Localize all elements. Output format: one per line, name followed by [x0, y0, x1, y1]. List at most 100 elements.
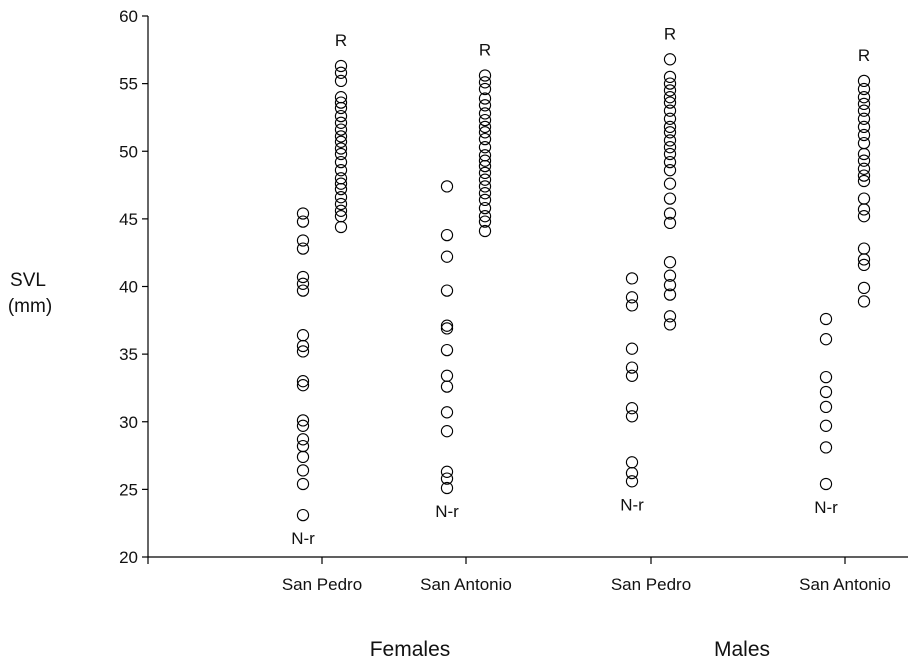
data-point — [663, 126, 677, 139]
data-point — [296, 433, 310, 446]
data-point — [296, 508, 310, 522]
data-point — [663, 216, 677, 230]
data-point — [857, 128, 871, 142]
data-point — [857, 154, 871, 167]
data-point — [296, 439, 310, 453]
data-point — [334, 147, 348, 161]
y-tick-label: 40 — [119, 278, 138, 297]
data-point — [857, 242, 871, 255]
y-tick-label: 55 — [119, 75, 138, 94]
data-point — [334, 142, 348, 155]
data-point — [440, 180, 454, 193]
y-tick-label: 25 — [119, 480, 138, 499]
series-annotation: N-r — [620, 495, 644, 514]
data-point — [478, 201, 492, 215]
data-point — [296, 375, 310, 388]
category-label: San Pedro — [282, 575, 362, 594]
series-annotation: N-r — [435, 502, 459, 521]
data-point — [440, 406, 454, 419]
y-tick-label: 50 — [119, 142, 138, 161]
group-label: Females — [370, 638, 451, 661]
data-point — [857, 258, 871, 272]
data-point — [440, 322, 454, 335]
data-point — [334, 116, 348, 129]
series-annotation: N-r — [814, 498, 838, 517]
data-point — [296, 379, 310, 392]
data-point — [625, 410, 639, 423]
axes — [147, 16, 908, 558]
data-point — [478, 69, 492, 82]
data-point — [478, 76, 492, 89]
data-point — [440, 319, 454, 332]
data-point — [663, 84, 677, 97]
y-axis-label-line1: SVL — [10, 270, 46, 291]
series-annotation: R — [335, 31, 347, 50]
y-tick-label: 60 — [119, 7, 138, 26]
series-annotation: R — [479, 41, 491, 60]
data-point — [857, 112, 871, 125]
data-point — [625, 299, 639, 312]
data-point — [478, 166, 492, 180]
category-label: San Antonio — [420, 575, 512, 594]
data-point — [334, 197, 348, 211]
data-point — [334, 182, 348, 196]
data-point — [478, 126, 492, 139]
data-point — [625, 369, 639, 382]
data-point — [663, 120, 677, 134]
data-point — [663, 177, 677, 190]
data-point — [296, 207, 310, 220]
data-point — [296, 215, 310, 228]
data-point — [857, 162, 871, 175]
data-point — [663, 318, 677, 331]
data-point — [857, 136, 871, 150]
y-axis-label-line2: (mm) — [8, 296, 52, 317]
data-point — [334, 177, 348, 190]
series-annotation: R — [664, 24, 676, 43]
category-label: San Antonio — [799, 575, 891, 594]
data-point — [625, 402, 639, 415]
group-label: Males — [714, 638, 770, 661]
data-point — [663, 147, 677, 161]
y-tick-label: 45 — [119, 210, 138, 229]
data-point — [478, 173, 492, 186]
data-point — [478, 92, 492, 105]
data-point — [478, 99, 492, 112]
data-point — [663, 96, 677, 109]
data-point — [296, 329, 310, 342]
series-annotation: N-r — [291, 529, 315, 548]
data-point — [296, 242, 310, 255]
data-point — [478, 132, 492, 146]
data-point — [663, 91, 677, 104]
data-point — [819, 441, 833, 454]
data-point — [440, 343, 454, 357]
data-point — [857, 97, 871, 111]
data-point — [478, 82, 492, 96]
data-point — [296, 345, 310, 358]
data-point — [663, 141, 677, 154]
data-point — [296, 339, 310, 353]
data-point — [334, 164, 348, 177]
data-point — [440, 465, 454, 478]
data-point — [625, 466, 639, 480]
data-point — [663, 192, 677, 205]
data-point — [663, 104, 677, 117]
data-point — [819, 333, 833, 346]
data-point — [478, 224, 492, 238]
data-point — [663, 278, 677, 292]
data-point — [478, 113, 492, 127]
data-point — [334, 109, 348, 123]
data-point — [663, 207, 677, 220]
data-point — [296, 464, 310, 477]
category-label: San Pedro — [611, 575, 691, 594]
data-point — [819, 477, 833, 491]
data-point — [819, 370, 833, 384]
data-point — [663, 155, 677, 169]
data-point — [334, 155, 348, 169]
data-point — [857, 120, 871, 134]
data-point — [296, 284, 310, 297]
data-point — [625, 456, 639, 469]
data-point — [478, 210, 492, 223]
data-point — [478, 107, 492, 120]
y-tick-label: 20 — [119, 548, 138, 567]
